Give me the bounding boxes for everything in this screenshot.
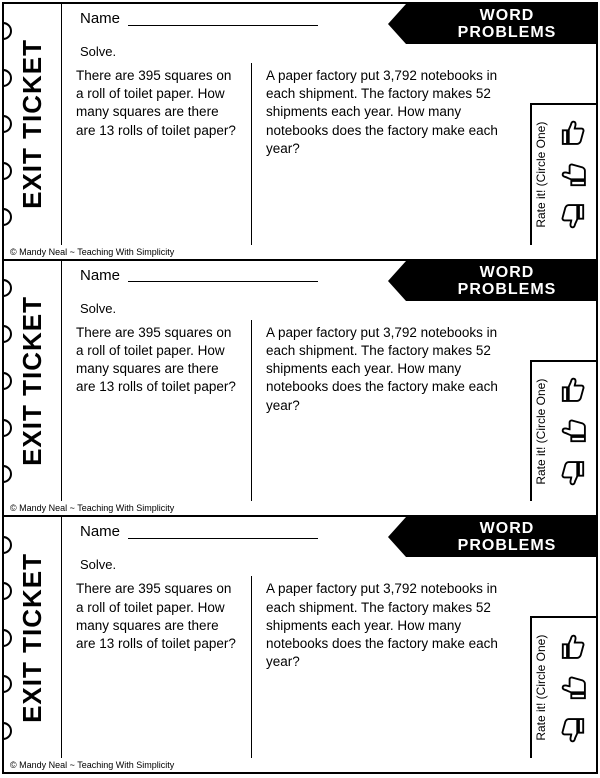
rate-it-box: Rate it! (Circle One) (530, 616, 596, 758)
name-label: Name (80, 267, 120, 284)
thumbs-up-icon[interactable] (556, 629, 590, 663)
problem-1: There are 395 squares on a roll of toile… (62, 320, 252, 502)
solve-label: Solve. (62, 301, 596, 320)
thumbs-side-icon[interactable] (556, 158, 590, 192)
problem-1: There are 395 squares on a roll of toile… (62, 63, 252, 245)
banner: WORD PROBLEMS (406, 261, 596, 301)
exit-ticket: EXIT TICKET Name WORD PROBLEMS Solve. Th… (4, 4, 596, 261)
solve-label: Solve. (62, 557, 596, 576)
name-input-line[interactable] (128, 525, 318, 539)
ticket-stub: EXIT TICKET (4, 517, 62, 758)
thumbs-down-icon[interactable] (556, 200, 590, 234)
thumbs-side-icon[interactable] (556, 671, 590, 705)
rate-it-box: Rate it! (Circle One) (530, 360, 596, 502)
thumbs-down-icon[interactable] (556, 714, 590, 748)
copyright: © Mandy Neal ~ Teaching With Simplicity (4, 758, 596, 772)
rate-it-box: Rate it! (Circle One) (530, 103, 596, 245)
ticket-stub: EXIT TICKET (4, 4, 62, 245)
banner: WORD PROBLEMS (406, 4, 596, 44)
name-input-line[interactable] (128, 12, 318, 26)
thumbs-down-icon[interactable] (556, 457, 590, 491)
stub-title: EXIT TICKET (17, 39, 48, 209)
problem-2: A paper factory put 3,792 notebooks in e… (252, 576, 530, 758)
stub-title: EXIT TICKET (17, 296, 48, 466)
problem-1: There are 395 squares on a roll of toile… (62, 576, 252, 758)
exit-ticket: EXIT TICKET Name WORD PROBLEMS Solve. Th… (4, 261, 596, 518)
problem-2: A paper factory put 3,792 notebooks in e… (252, 320, 530, 502)
worksheet-page: EXIT TICKET Name WORD PROBLEMS Solve. Th… (2, 2, 598, 774)
name-input-line[interactable] (128, 268, 318, 282)
exit-ticket: EXIT TICKET Name WORD PROBLEMS Solve. Th… (4, 517, 596, 772)
rate-label: Rate it! (Circle One) (532, 618, 550, 758)
copyright: © Mandy Neal ~ Teaching With Simplicity (4, 245, 596, 259)
banner: WORD PROBLEMS (406, 517, 596, 557)
rate-label: Rate it! (Circle One) (532, 105, 550, 245)
name-label: Name (80, 523, 120, 540)
name-label: Name (80, 10, 120, 27)
rate-label: Rate it! (Circle One) (532, 362, 550, 502)
solve-label: Solve. (62, 44, 596, 63)
stub-title: EXIT TICKET (17, 553, 48, 723)
thumbs-side-icon[interactable] (556, 414, 590, 448)
thumbs-up-icon[interactable] (556, 372, 590, 406)
problem-2: A paper factory put 3,792 notebooks in e… (252, 63, 530, 245)
copyright: © Mandy Neal ~ Teaching With Simplicity (4, 501, 596, 515)
thumbs-up-icon[interactable] (556, 115, 590, 149)
ticket-stub: EXIT TICKET (4, 261, 62, 502)
